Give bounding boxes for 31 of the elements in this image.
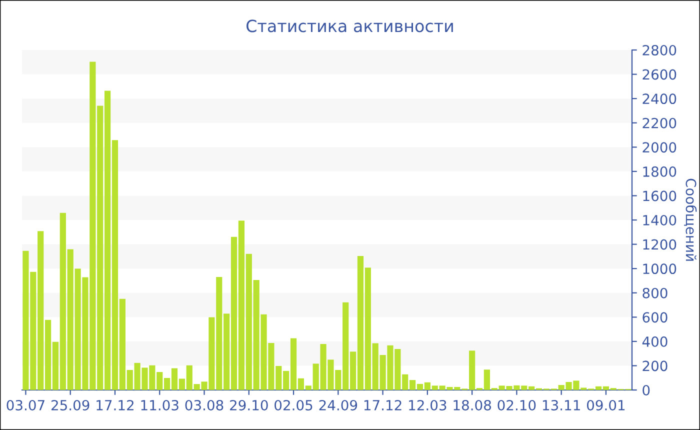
- y-tick-label: 2000: [642, 142, 676, 153]
- y-tick-label: 1200: [643, 239, 676, 250]
- x-tick-label: 12.03: [409, 400, 446, 410]
- y-tick-label: 1600: [643, 190, 676, 202]
- x-tick-label: 25.09: [51, 400, 90, 410]
- x-tick-label: 18.08: [454, 400, 491, 410]
- y-tick-label: 1000: [643, 264, 676, 274]
- x-tick-label: 17.12: [364, 400, 402, 410]
- y-tick-label: 800: [642, 288, 668, 298]
- y-tick-label: 2600: [642, 69, 676, 80]
- y-axis-title: Сообщений: [684, 178, 697, 261]
- x-tick-label: 02.05: [274, 400, 312, 410]
- x-tick-label: 03.07: [6, 400, 44, 410]
- y-tick-label: 600: [642, 312, 668, 323]
- y-tick-label: 2800: [642, 44, 676, 56]
- x-tick-label: 03.08: [185, 400, 224, 410]
- x-tick-label: 11.03: [141, 400, 178, 410]
- y-tick-label: 2200: [642, 118, 676, 128]
- y-tick-label: 1400: [643, 214, 676, 226]
- y-tick-label: 200: [642, 360, 668, 372]
- y-tick-label: 2400: [642, 94, 676, 104]
- y-tick-label: 1800: [643, 166, 676, 177]
- x-tick-label: 02.10: [498, 400, 536, 410]
- x-tick-label: 29.10: [230, 400, 268, 410]
- x-tick-label: 17.12: [96, 400, 134, 410]
- y-tick-label: 0: [642, 384, 650, 396]
- x-tick-label: 09.01: [587, 400, 625, 410]
- chart-title: Статистика активности: [246, 20, 453, 32]
- x-tick-label: 13.11: [542, 400, 580, 410]
- y-tick-label: 400: [642, 336, 668, 347]
- x-tick-label: 24.09: [319, 400, 358, 410]
